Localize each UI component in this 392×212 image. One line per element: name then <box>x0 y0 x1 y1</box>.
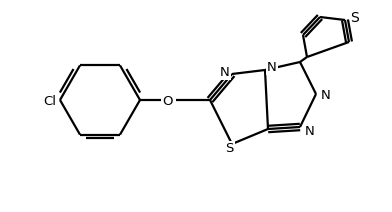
Text: N: N <box>267 61 277 74</box>
Text: N: N <box>321 89 331 102</box>
Text: N: N <box>305 125 315 138</box>
Text: S: S <box>350 11 359 25</box>
Text: N: N <box>220 66 230 79</box>
Text: S: S <box>225 142 233 155</box>
Text: O: O <box>163 95 173 108</box>
Text: Cl: Cl <box>43 95 56 108</box>
